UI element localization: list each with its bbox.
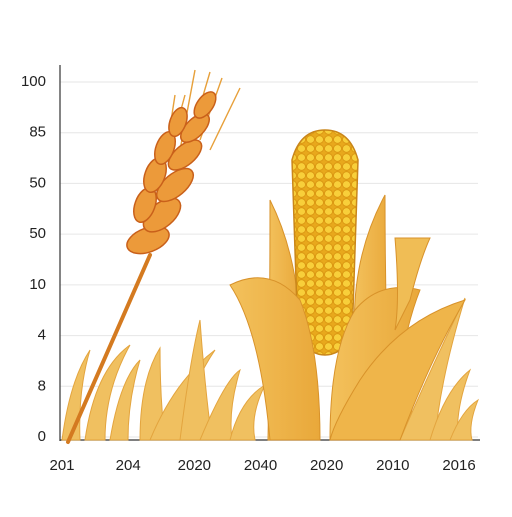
- x-tick-label: 2040: [244, 457, 277, 474]
- y-tick-label: 10: [29, 276, 46, 293]
- y-tick-label: 50: [29, 225, 46, 242]
- y-tick-label: 100: [21, 73, 46, 90]
- wheat: [66, 69, 241, 444]
- x-tick-label: 201: [49, 457, 74, 474]
- x-tick-label: 2020: [310, 457, 343, 474]
- y-tick-label: 4: [38, 327, 46, 344]
- x-tick-label: 204: [116, 457, 141, 474]
- y-tick-label: 8: [38, 377, 46, 394]
- y-tick-label: 0: [38, 428, 46, 445]
- x-tick-label: 2016: [442, 457, 475, 474]
- corn: [229, 129, 467, 441]
- y-tick-label: 85: [29, 124, 46, 141]
- x-tick-label: 2020: [178, 457, 211, 474]
- y-tick-label: 50: [29, 174, 46, 191]
- x-tick-label: 2010: [376, 457, 409, 474]
